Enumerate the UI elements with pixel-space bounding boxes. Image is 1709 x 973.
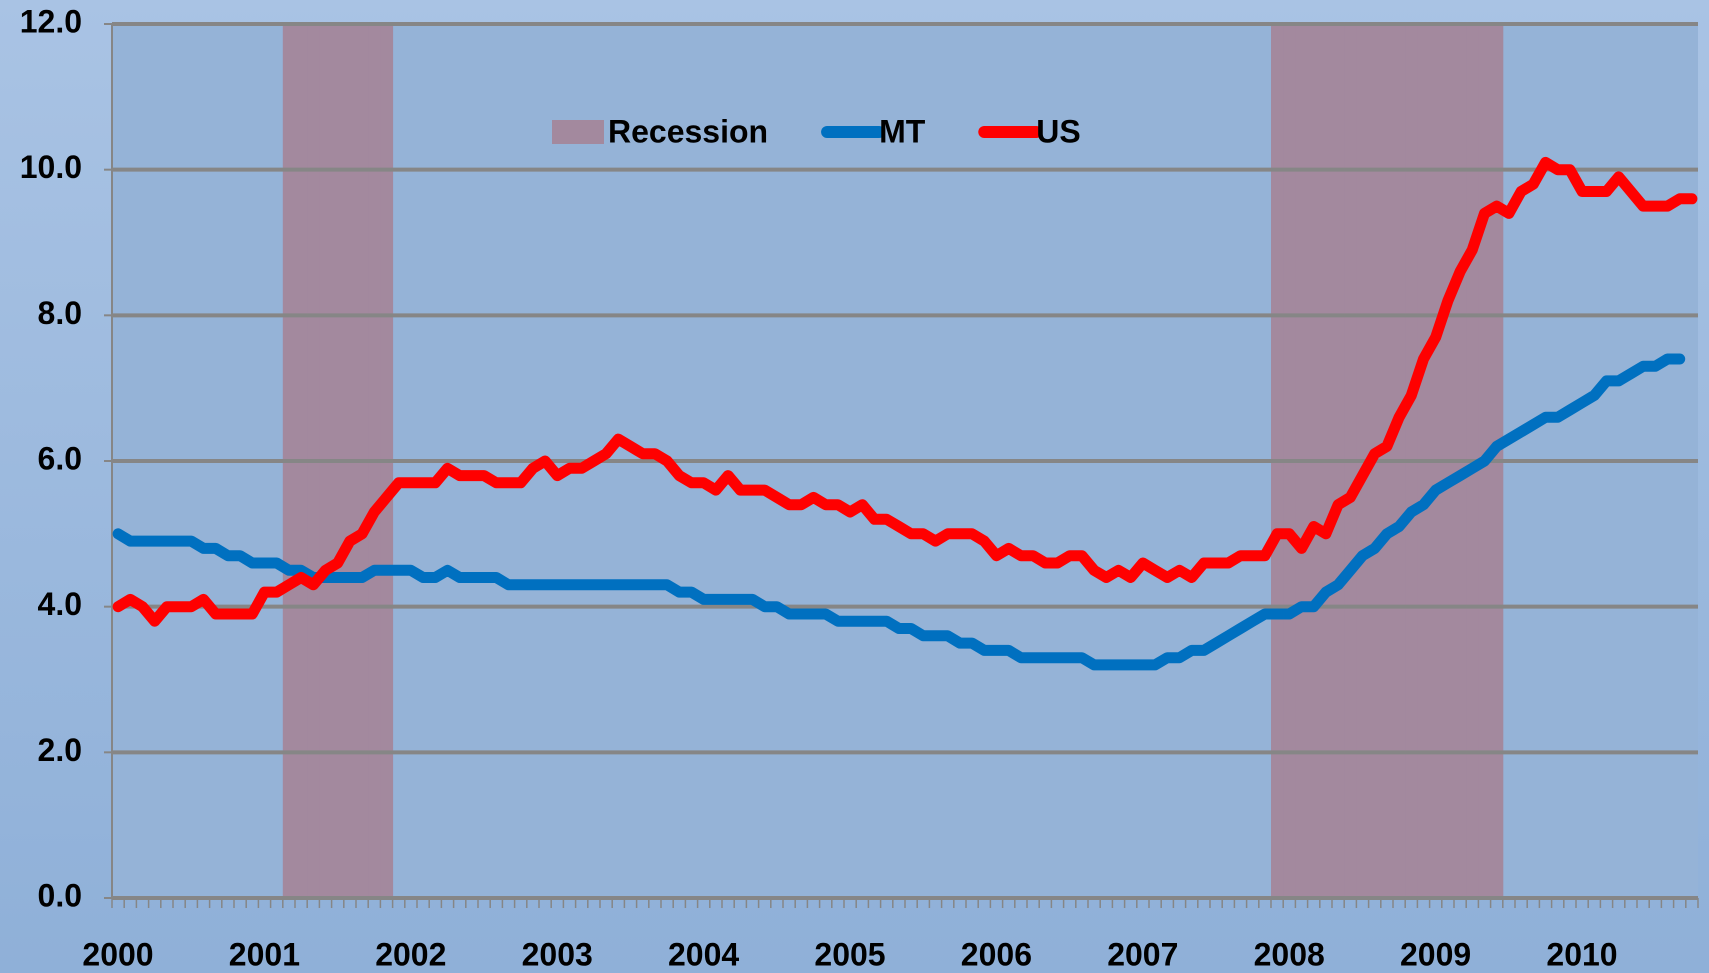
line-mt [112, 353, 1686, 671]
legend-label: US [1036, 113, 1080, 149]
x-tick-label: 2004 [668, 936, 739, 972]
x-tick-label: 2002 [375, 936, 446, 972]
y-tick-label: 6.0 [38, 440, 82, 476]
y-tick-label: 4.0 [38, 586, 82, 622]
x-tick-label: 2006 [961, 936, 1032, 972]
y-tick-label: 8.0 [38, 295, 82, 331]
x-tick-label: 2001 [229, 936, 300, 972]
x-tick-label: 2003 [522, 936, 593, 972]
line-us [112, 156, 1698, 627]
x-tick-label: 2008 [1254, 936, 1325, 972]
y-tick-label: 2.0 [38, 732, 82, 768]
x-tick-label: 2005 [814, 936, 885, 972]
x-tick-label: 2000 [82, 936, 153, 972]
x-tick-label: 2007 [1107, 936, 1178, 972]
x-tick-label: 2010 [1546, 936, 1617, 972]
y-tick-label: 12.0 [20, 3, 82, 39]
x-tick-label: 2009 [1400, 936, 1471, 972]
legend-label: Recession [608, 113, 768, 149]
legend-label: MT [879, 113, 926, 149]
legend-swatch [552, 120, 604, 144]
y-tick-label: 0.0 [38, 877, 82, 913]
y-tick-label: 10.0 [20, 149, 82, 185]
